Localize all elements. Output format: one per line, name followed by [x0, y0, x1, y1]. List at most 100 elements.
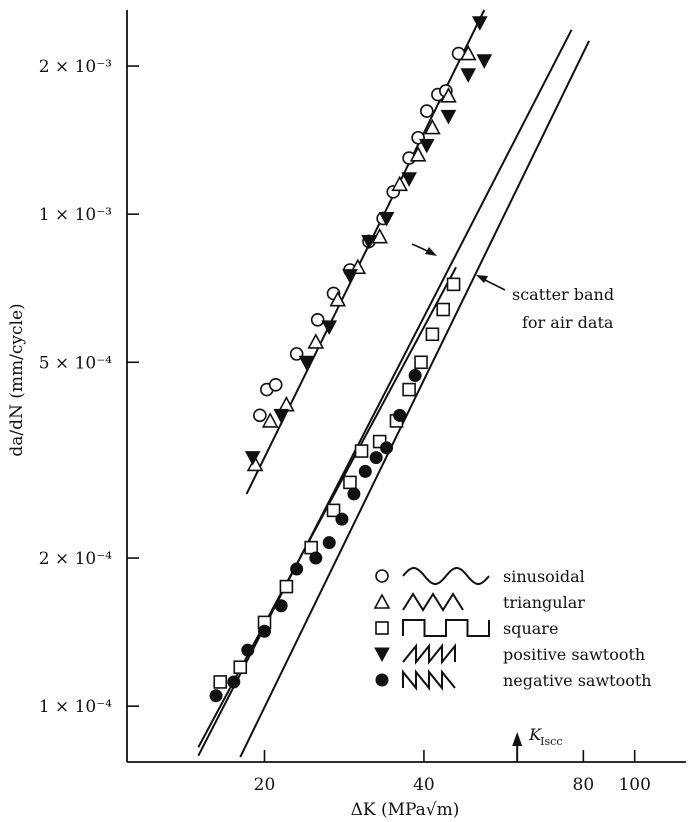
legend-entry: sinusoidal	[375, 567, 585, 586]
legend-label: negative sawtooth	[503, 671, 652, 690]
data-point	[298, 355, 315, 371]
data-point	[378, 211, 395, 227]
legend-marker	[375, 621, 389, 635]
x-tick-label: 80	[573, 775, 595, 795]
data-point	[290, 562, 304, 576]
legend-label: triangular	[503, 593, 585, 612]
series-negative-sawtooth	[209, 368, 422, 703]
legend-label: square	[503, 619, 558, 638]
arrow-head-icon	[425, 247, 437, 256]
sine-wave-icon	[402, 567, 490, 585]
data-point	[326, 503, 341, 518]
square-wave-icon	[402, 619, 490, 637]
legend-label: sinusoidal	[503, 567, 585, 586]
data-point	[343, 475, 357, 490]
data-point	[460, 68, 477, 83]
legend-entry: triangular	[373, 592, 585, 612]
arrow-head-icon	[476, 275, 488, 283]
legend-marker	[375, 673, 389, 687]
legend-marker	[374, 647, 390, 663]
data-point	[329, 291, 347, 307]
axis-ticks: 20 40 80 100 1 × 10⁻⁴ 2 × 10⁻⁴ 5 × 10⁻⁴ 1 × 10⁻…	[39, 57, 651, 795]
data-point	[233, 660, 248, 674]
data-point	[253, 408, 267, 423]
legend-entry: positive sawtooth	[374, 643, 645, 665]
series-sinusoidal	[253, 46, 466, 423]
data-point	[440, 87, 457, 103]
y-tick-label: 5 × 10⁻⁴	[39, 353, 112, 373]
data-point	[309, 551, 323, 565]
data-point	[322, 536, 336, 550]
data-point	[471, 16, 488, 31]
negative-sawtooth-icon	[402, 669, 456, 691]
data-point	[459, 44, 477, 61]
data-point	[419, 104, 434, 118]
y-tick-label: 2 × 10⁻⁴	[39, 549, 112, 569]
triangle-wave-icon	[402, 592, 464, 612]
data-point	[414, 355, 428, 370]
data-point	[274, 599, 288, 613]
x-tick-label: 40	[413, 775, 435, 795]
data-point	[436, 302, 451, 317]
scatter-band-label-line2: for air data	[522, 313, 614, 332]
y-tick-label: 1 × 10⁻³	[39, 205, 112, 225]
y-tick-label: 1 × 10⁻⁴	[39, 697, 112, 717]
kiscc-subscript: Iscc	[540, 735, 562, 748]
data-point	[342, 269, 358, 284]
data-point	[307, 333, 325, 349]
data-point	[358, 464, 372, 478]
legend-entry: square	[375, 619, 558, 638]
data-points	[209, 16, 493, 703]
data-point	[424, 118, 441, 135]
data-point	[408, 368, 422, 382]
data-point	[273, 408, 289, 424]
data-point	[402, 382, 416, 397]
x-tick-label: 20	[254, 775, 276, 795]
data-point	[246, 455, 264, 472]
data-point	[310, 312, 325, 327]
data-point	[227, 675, 241, 689]
data-point	[268, 377, 283, 392]
data-point	[279, 579, 294, 594]
data-point	[371, 227, 389, 244]
data-point	[401, 172, 417, 187]
legend-marker	[375, 569, 389, 583]
data-point	[440, 109, 457, 125]
scatter-band-line	[239, 40, 590, 758]
axes	[126, 10, 686, 763]
data-point	[321, 320, 338, 335]
data-point	[369, 451, 383, 465]
series-square	[213, 277, 461, 689]
data-point	[209, 689, 223, 703]
data-point	[241, 643, 255, 657]
x-tick-label: 100	[618, 775, 650, 795]
data-point	[258, 624, 272, 638]
data-point	[213, 675, 228, 689]
series-positive-sawtooth	[244, 16, 493, 466]
data-point	[380, 441, 394, 455]
y-tick-label: 2 × 10⁻³	[39, 57, 112, 77]
kiscc-arrow-head-icon	[512, 732, 523, 746]
positive-sawtooth-icon	[402, 643, 456, 665]
data-point	[391, 175, 409, 192]
legend: sinusoidal triangular square positive sawto…	[373, 567, 652, 691]
legend-marker	[373, 593, 391, 609]
x-axis-title: ΔK (MPa√m)	[351, 800, 460, 820]
data-point	[393, 408, 407, 422]
data-point	[446, 277, 461, 292]
data-point	[361, 234, 377, 250]
data-point	[409, 146, 427, 162]
data-point	[244, 451, 261, 466]
data-point	[335, 512, 349, 526]
data-point	[261, 412, 279, 428]
annotations: scatter band for air data K Iscc	[411, 243, 614, 762]
data-point	[347, 487, 361, 501]
arrow-line	[482, 278, 506, 291]
kiscc-label: K	[528, 725, 542, 744]
y-axis-title: da/dN (mm/cycle)	[7, 303, 27, 456]
scatter-band-label: scatter band	[512, 285, 614, 304]
legend-entry: negative sawtooth	[375, 669, 652, 691]
data-point	[418, 138, 435, 154]
data-point	[354, 444, 369, 458]
